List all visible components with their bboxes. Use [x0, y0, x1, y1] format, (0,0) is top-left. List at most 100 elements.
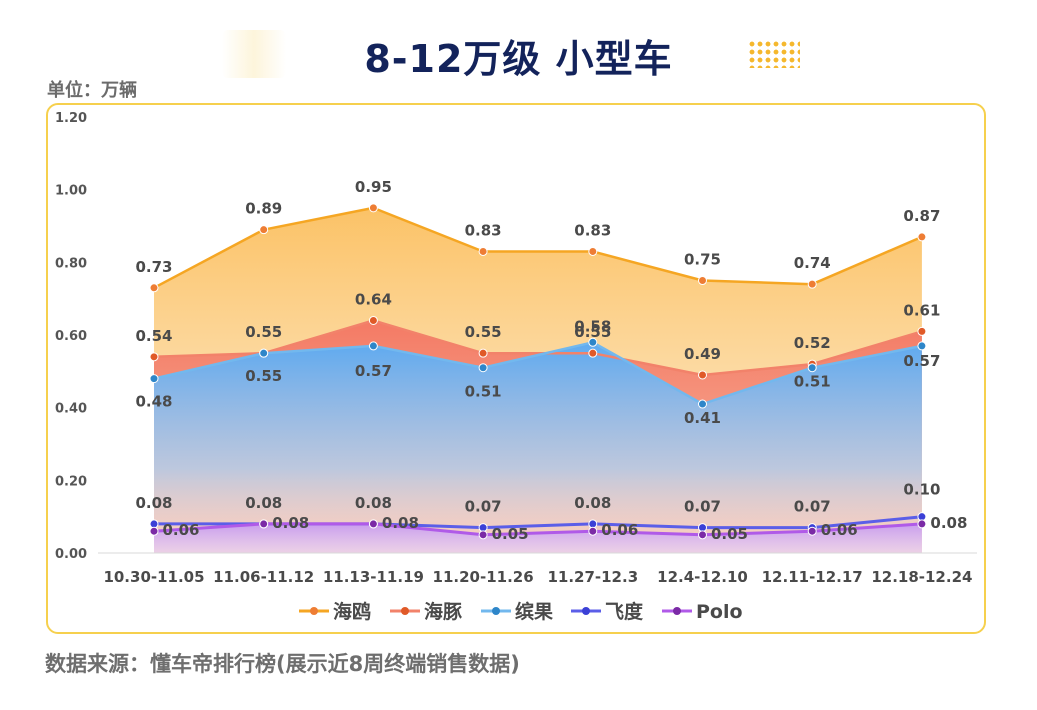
data-label: 0.61 [903, 301, 940, 319]
legend-label: 飞度 [605, 600, 644, 623]
data-point-marker [149, 374, 159, 384]
title-dots-decoration [748, 40, 800, 68]
data-label: 0.83 [465, 221, 502, 239]
y-tick-label: 0.40 [55, 402, 87, 417]
data-label: 0.74 [794, 254, 831, 272]
data-label: 0.75 [684, 251, 721, 269]
data-label: 0.08 [245, 494, 282, 512]
chart-title: 8-12万级 小型车 [364, 37, 673, 81]
data-label: 0.08 [930, 514, 967, 532]
legend-label: 海鸥 [333, 600, 371, 623]
series-line-缤果 [153, 341, 923, 406]
data-point-marker [588, 526, 598, 536]
series-line-海豚 [153, 319, 923, 377]
data-label: 0.05 [711, 525, 748, 543]
data-point-marker [368, 203, 378, 213]
data-label: 0.55 [245, 367, 282, 385]
legend-label: 缤果 [515, 600, 553, 623]
data-label: 0.49 [684, 345, 721, 363]
data-point-marker [807, 279, 817, 289]
data-point-marker [807, 526, 817, 536]
chart-frame [46, 103, 986, 634]
data-label: 0.83 [574, 221, 611, 239]
data-point-marker [698, 370, 707, 380]
data-point-marker [368, 519, 378, 529]
y-tick-label: 1.00 [55, 184, 87, 199]
y-tick-label: 1.20 [55, 111, 87, 126]
data-point-marker [478, 363, 488, 373]
data-point-marker [259, 519, 269, 529]
legend-swatch-marker [492, 607, 500, 615]
x-tick-label: 10.30-11.05 [103, 568, 204, 586]
x-tick-label: 12.18-12.24 [871, 568, 972, 586]
unit-label: 单位：万辆 [47, 80, 137, 101]
x-tick-label: 12.11-12.17 [762, 568, 863, 586]
x-tick-label: 12.4-12.10 [657, 568, 748, 586]
data-point-marker [368, 315, 378, 325]
data-label: 0.06 [162, 521, 199, 539]
data-point-marker [807, 363, 817, 373]
data-label: 0.08 [272, 514, 309, 532]
x-tick-label: 11.13-11.19 [323, 568, 424, 586]
legend-swatch-marker [673, 607, 681, 615]
data-point-marker [698, 530, 707, 540]
data-label: 0.55 [465, 323, 502, 341]
data-label: 0.06 [821, 521, 858, 539]
data-point-marker [478, 348, 488, 358]
data-point-marker [149, 283, 159, 293]
data-label: 0.87 [903, 207, 940, 225]
data-point-marker [259, 348, 269, 358]
data-label: 0.08 [382, 514, 419, 532]
data-point-marker [368, 341, 378, 351]
legend-label: 海豚 [424, 600, 463, 623]
data-label: 0.07 [794, 498, 831, 516]
area-Polo [154, 523, 922, 553]
x-tick-label: 11.27-12.3 [547, 568, 638, 586]
legend-swatch-marker [582, 607, 590, 615]
y-tick-label: 0.00 [55, 547, 87, 562]
legend-label: Polo [696, 601, 743, 623]
data-label: 0.08 [135, 494, 172, 512]
data-point-marker [917, 341, 927, 351]
legend-swatch-marker [310, 607, 318, 615]
data-label: 0.52 [794, 334, 831, 352]
x-tick-label: 11.20-11.26 [433, 568, 534, 586]
data-label: 0.89 [245, 200, 282, 218]
data-point-marker [917, 326, 927, 336]
data-label: 0.64 [355, 290, 392, 308]
data-label: 0.05 [492, 525, 529, 543]
data-point-marker [478, 530, 488, 540]
data-label: 0.55 [574, 323, 611, 341]
x-tick-label: 11.06-11.12 [213, 568, 314, 586]
y-tick-label: 0.20 [55, 474, 87, 489]
data-point-marker [698, 399, 707, 409]
data-point-marker [588, 337, 598, 347]
data-point-marker [149, 352, 159, 362]
data-label: 0.57 [355, 362, 392, 380]
data-label: 0.55 [245, 323, 282, 341]
y-tick-label: 0.80 [55, 256, 87, 271]
data-label: 0.06 [601, 521, 638, 539]
data-label: 0.57 [903, 352, 940, 370]
data-point-marker [149, 526, 159, 536]
data-label: 0.95 [355, 178, 392, 196]
legend-swatch-marker [401, 607, 409, 615]
data-point-marker [917, 519, 927, 529]
data-label: 0.51 [794, 373, 831, 391]
data-point-marker [588, 348, 598, 358]
data-label: 0.51 [465, 383, 502, 401]
data-label: 0.07 [465, 498, 502, 516]
series-line-Polo [153, 522, 922, 537]
data-label: 0.73 [135, 258, 172, 276]
data-point-marker [259, 225, 269, 235]
series-line-海鸥 [153, 206, 923, 289]
data-label: 0.58 [574, 317, 611, 335]
data-label: 0.08 [574, 494, 611, 512]
data-point-marker [478, 246, 488, 256]
data-label: 0.41 [684, 409, 721, 427]
data-point-marker [588, 246, 598, 256]
data-label: 0.48 [135, 393, 172, 411]
data-point-marker [698, 276, 707, 286]
y-tick-label: 0.60 [55, 329, 87, 344]
data-source-note: 数据来源：懂车帝排行榜(展示近8周终端销售数据) [45, 652, 520, 676]
